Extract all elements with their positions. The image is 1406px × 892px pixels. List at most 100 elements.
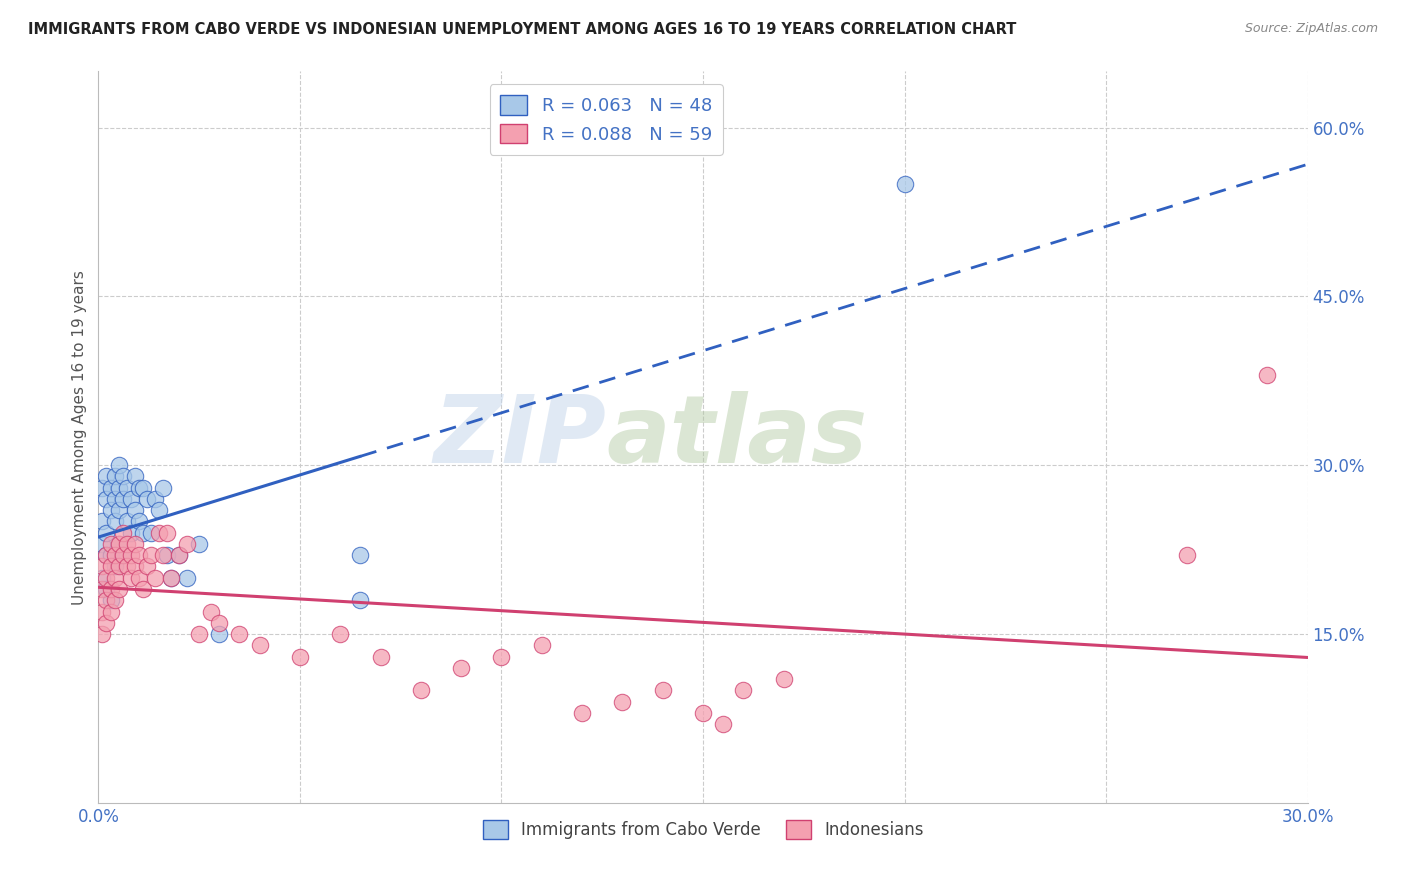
Point	[124, 537, 146, 551]
Point	[107, 537, 129, 551]
Point	[160, 571, 183, 585]
Point	[96, 469, 118, 483]
Point	[124, 559, 146, 574]
Point	[692, 706, 714, 720]
Point	[107, 503, 129, 517]
Point	[120, 525, 142, 540]
Point	[148, 503, 170, 517]
Point	[139, 548, 162, 562]
Text: Source: ZipAtlas.com: Source: ZipAtlas.com	[1244, 22, 1378, 36]
Point	[103, 491, 125, 506]
Point	[612, 694, 634, 708]
Point	[103, 469, 125, 483]
Point	[120, 491, 142, 506]
Point	[124, 469, 146, 483]
Point	[107, 481, 129, 495]
Point	[152, 548, 174, 562]
Point	[176, 571, 198, 585]
Point	[91, 481, 114, 495]
Point	[208, 627, 231, 641]
Point	[772, 672, 794, 686]
Point	[100, 582, 122, 596]
Point	[349, 548, 371, 562]
Point	[96, 593, 118, 607]
Point	[143, 571, 166, 585]
Point	[115, 559, 138, 574]
Point	[124, 503, 146, 517]
Point	[107, 458, 129, 473]
Y-axis label: Unemployment Among Ages 16 to 19 years: Unemployment Among Ages 16 to 19 years	[72, 269, 87, 605]
Point	[96, 582, 118, 596]
Point	[156, 525, 179, 540]
Point	[148, 525, 170, 540]
Point	[91, 559, 114, 574]
Point	[188, 627, 211, 641]
Point	[143, 491, 166, 506]
Point	[111, 548, 134, 562]
Point	[115, 515, 138, 529]
Point	[711, 717, 734, 731]
Point	[188, 537, 211, 551]
Point	[96, 571, 118, 585]
Point	[651, 683, 673, 698]
Point	[100, 481, 122, 495]
Point	[100, 559, 122, 574]
Point	[571, 706, 593, 720]
Point	[100, 593, 122, 607]
Point	[128, 515, 150, 529]
Point	[329, 627, 352, 641]
Text: atlas: atlas	[606, 391, 868, 483]
Point	[91, 571, 114, 585]
Point	[208, 615, 231, 630]
Point	[107, 582, 129, 596]
Point	[160, 571, 183, 585]
Point	[491, 649, 513, 664]
Point	[409, 683, 432, 698]
Point	[103, 548, 125, 562]
Point	[167, 548, 190, 562]
Point	[132, 525, 155, 540]
Point	[893, 177, 915, 191]
Point	[103, 515, 125, 529]
Point	[100, 537, 122, 551]
Point	[139, 525, 162, 540]
Point	[1256, 368, 1278, 383]
Point	[91, 582, 114, 596]
Point	[132, 582, 155, 596]
Point	[132, 481, 155, 495]
Point	[370, 649, 392, 664]
Point	[111, 525, 134, 540]
Point	[96, 548, 118, 562]
Point	[156, 548, 179, 562]
Point	[103, 593, 125, 607]
Point	[128, 481, 150, 495]
Point	[91, 537, 114, 551]
Point	[96, 548, 118, 562]
Legend: Immigrants from Cabo Verde, Indonesians: Immigrants from Cabo Verde, Indonesians	[475, 814, 931, 846]
Point	[100, 503, 122, 517]
Point	[91, 627, 114, 641]
Point	[733, 683, 755, 698]
Point	[115, 481, 138, 495]
Point	[107, 537, 129, 551]
Point	[128, 548, 150, 562]
Point	[100, 605, 122, 619]
Point	[111, 469, 134, 483]
Point	[128, 571, 150, 585]
Point	[91, 515, 114, 529]
Point	[120, 548, 142, 562]
Point	[176, 537, 198, 551]
Point	[91, 605, 114, 619]
Point	[103, 559, 125, 574]
Point	[115, 537, 138, 551]
Point	[96, 525, 118, 540]
Point	[96, 615, 118, 630]
Text: ZIP: ZIP	[433, 391, 606, 483]
Point	[135, 559, 157, 574]
Point	[111, 491, 134, 506]
Point	[107, 559, 129, 574]
Point	[288, 649, 311, 664]
Point	[530, 638, 553, 652]
Point	[249, 638, 271, 652]
Point	[111, 548, 134, 562]
